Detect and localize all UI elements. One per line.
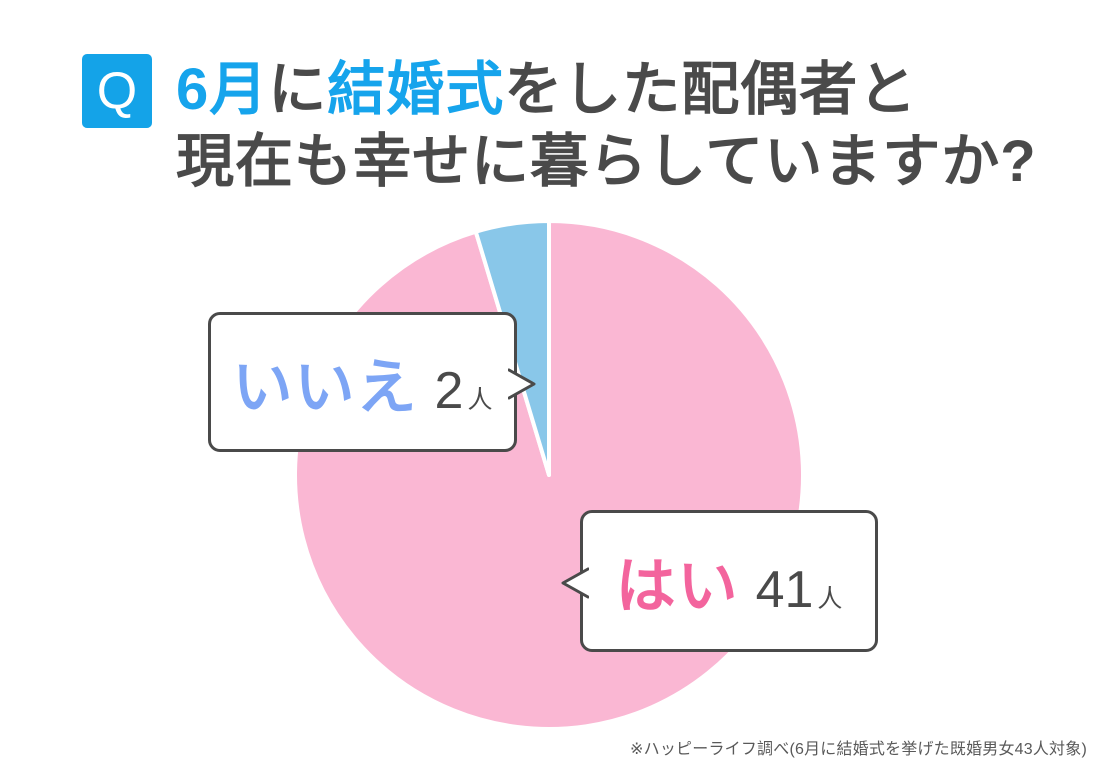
question-title: 6月に結婚式をした配偶者と 現在も幸せに暮らしていますか? [176, 54, 1037, 198]
bubble-yes-content: はい 41 人 [616, 538, 843, 625]
question-badge-letter: Q [96, 62, 138, 120]
question-line2: 現在も幸せに暮らしていますか? [176, 129, 1037, 194]
question-line1-part2: に [268, 57, 328, 122]
question-line1-part3: 結婚式 [327, 57, 505, 122]
bubble-no-count: 2 [434, 361, 464, 420]
bubble-yes-count: 41 [755, 560, 814, 619]
bubble-yes-label: はい [615, 552, 740, 620]
question-line1-part4: をした配偶者と [504, 57, 918, 122]
bubble-yes-tail-icon [561, 567, 589, 599]
bubble-no-unit: 人 [467, 385, 493, 414]
question-line1: 6月に結婚式をした配偶者と [176, 54, 1037, 126]
question-badge: Q [82, 54, 152, 128]
bubble-yes-unit: 人 [817, 584, 843, 613]
footer-note: ※ハッピーライフ調べ(6月に結婚式を挙げた既婚男女43人対象) [630, 741, 1087, 758]
callout-bubble-no: いいえ 2 人 [208, 312, 536, 452]
bubble-no-tail-icon [508, 368, 536, 400]
question-section: Q 6月に結婚式をした配偶者と 現在も幸せに暮らしていますか? [82, 54, 1037, 198]
question-line1-part1: 6月 [176, 57, 269, 122]
callout-bubble-yes: はい 41 人 [561, 510, 878, 652]
bubble-no-label: いいえ [232, 353, 419, 421]
bubble-no-content: いいえ 2 人 [233, 339, 493, 426]
